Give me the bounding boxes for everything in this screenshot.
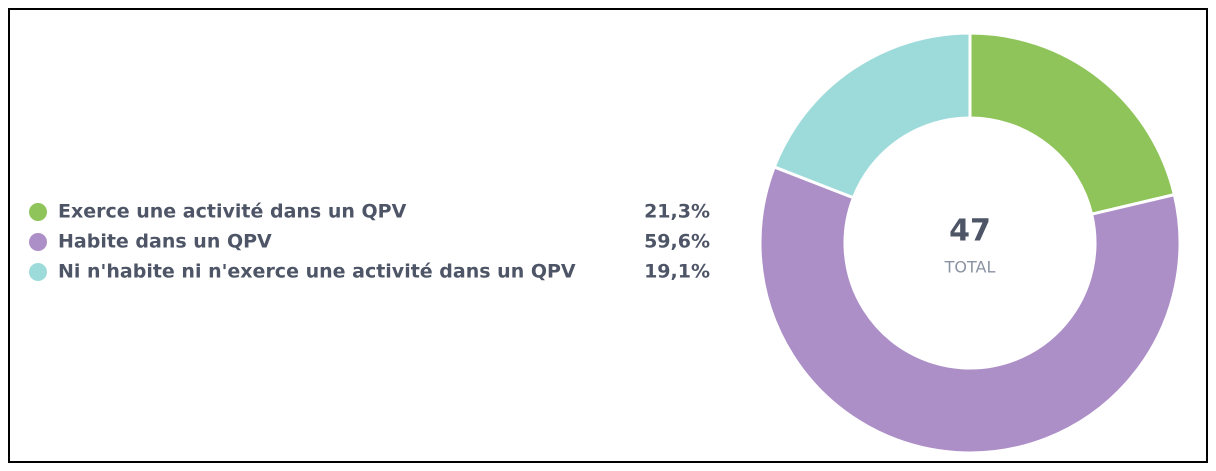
donut-slice <box>758 164 1182 455</box>
legend-marker <box>29 233 47 251</box>
total-value: 47 <box>949 214 991 249</box>
donut-slice <box>968 31 1177 217</box>
total-label: TOTAL <box>944 258 996 277</box>
donut-slice <box>772 31 972 200</box>
legend-value: 21,3% <box>644 201 710 223</box>
legend-label: Habite dans un QPV <box>58 231 272 253</box>
legend-label: Exerce une activité dans un QPV <box>58 201 407 223</box>
legend-marker <box>29 203 47 221</box>
legend-value: 19,1% <box>644 261 710 283</box>
legend-marker <box>29 263 47 281</box>
legend-value: 59,6% <box>644 231 710 253</box>
legend-label: Ni n'habite ni n'exerce une activité dan… <box>58 261 576 283</box>
